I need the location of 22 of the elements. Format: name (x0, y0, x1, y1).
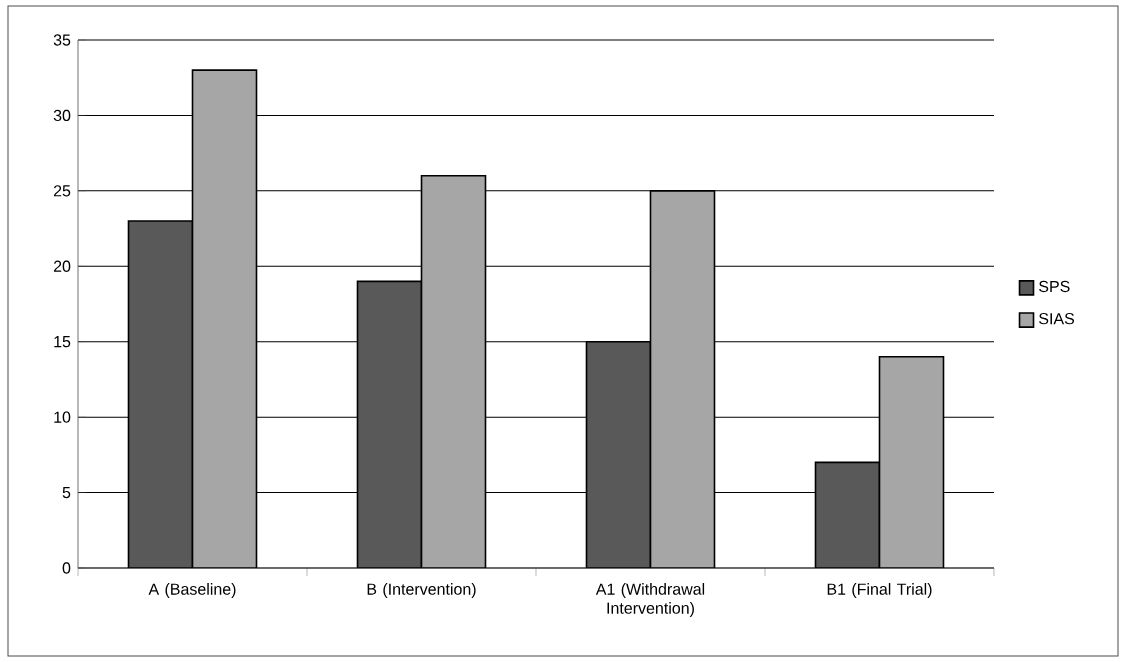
bar (420, 174, 487, 568)
legend-label: SIAS (1039, 312, 1075, 325)
y-tick-label: 25 (53, 185, 71, 197)
y-tick-label: 20 (53, 260, 71, 272)
x-tick-label: B (Intervention) (367, 583, 476, 598)
bar (356, 280, 423, 568)
y-tick-label: 10 (54, 411, 71, 423)
x-tick-label: A (Baseline) (148, 583, 236, 598)
bar (191, 69, 258, 568)
legend-label: SPS (1039, 280, 1070, 293)
y-tick-label: 5 (62, 486, 71, 499)
bar (585, 340, 652, 568)
y-tick-label: 35 (53, 34, 71, 46)
bar (814, 461, 881, 568)
bar (127, 220, 194, 568)
y-tick-label: 30 (53, 109, 71, 122)
bar (649, 190, 716, 568)
y-tick-label: 0 (62, 562, 71, 574)
y-tick-label: 15 (54, 336, 71, 348)
bar (878, 355, 945, 568)
x-tick-label: B1 (Final Trial) (827, 583, 932, 598)
x-tick-label: A1 (Withdrawal Intervention) (595, 583, 705, 617)
